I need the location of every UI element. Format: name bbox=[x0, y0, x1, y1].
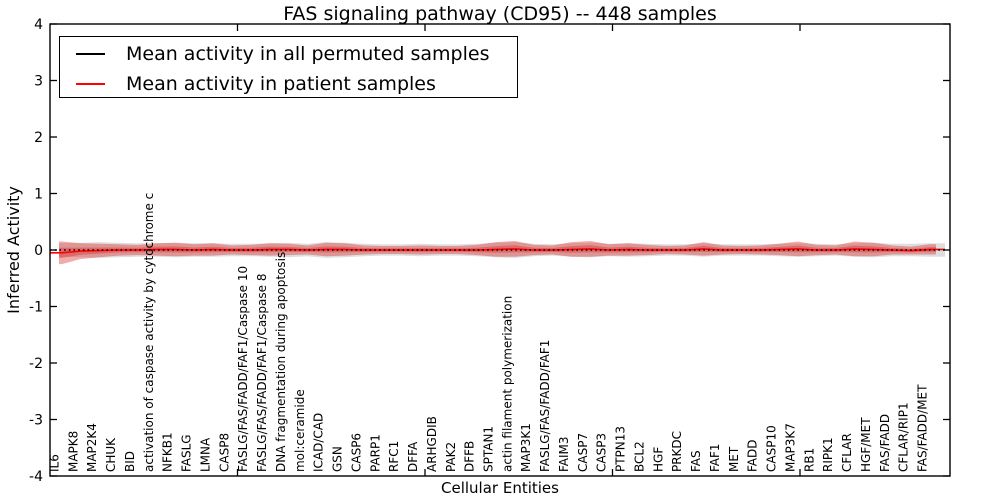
y-tick-label: -2 bbox=[29, 356, 43, 372]
x-tick-label: DNA fragmentation during apoptosis bbox=[274, 252, 288, 472]
y-tick-label: 3 bbox=[34, 74, 43, 90]
chart-title: FAS signaling pathway (CD95) -- 448 samp… bbox=[283, 3, 717, 25]
x-tick-label: CASP6 bbox=[349, 433, 363, 472]
y-tick-label: 0 bbox=[34, 243, 43, 259]
y-tick-label: 4 bbox=[34, 17, 43, 33]
x-axis-label: Cellular Entities bbox=[441, 479, 559, 497]
x-tick-label: MAPK8 bbox=[66, 431, 80, 472]
x-tick-label: mol:ceramide bbox=[293, 389, 307, 472]
x-tick-label: BID bbox=[123, 451, 137, 472]
x-tick-label: PTPN13 bbox=[614, 426, 628, 472]
x-tick-label: FADD bbox=[746, 440, 760, 473]
x-tick-label: RB1 bbox=[802, 448, 816, 472]
x-tick-label: MAP3K1 bbox=[519, 423, 533, 472]
x-tick-label: BCL2 bbox=[633, 441, 647, 472]
patient-std-inner-band bbox=[59, 245, 936, 258]
y-tick-label: -3 bbox=[29, 413, 43, 429]
patient-line-swatch bbox=[76, 82, 105, 85]
x-tick-label: FAS bbox=[689, 450, 703, 472]
x-tick-label: CASP8 bbox=[217, 433, 231, 472]
legend-item-patient: Mean activity in patient samples bbox=[60, 70, 517, 97]
x-tick-label: NFKB1 bbox=[161, 432, 175, 472]
patient-mean-line bbox=[50, 248, 945, 254]
x-tick-label: FAF1 bbox=[708, 443, 722, 472]
legend-label-patient: Mean activity in patient samples bbox=[126, 72, 436, 95]
x-tick-label: actin filament polymerization bbox=[500, 296, 514, 472]
x-tick-label: MET bbox=[727, 446, 741, 472]
legend-label-permuted: Mean activity in all permuted samples bbox=[126, 42, 490, 65]
y-tick-label: 2 bbox=[34, 130, 43, 146]
x-tick-label: FAS/FADD/MET bbox=[916, 384, 930, 472]
x-tick-label: FASLG/FAS/FADD/FAF1/Caspase 8 bbox=[255, 274, 269, 473]
x-tick-label: HGF/MET bbox=[859, 417, 873, 472]
x-tick-label: FASLG/FAS/FADD/FAF1/Caspase 10 bbox=[236, 266, 250, 472]
permuted-line-swatch bbox=[76, 52, 105, 55]
x-tick-label: DFFA bbox=[406, 441, 420, 472]
x-tick-label: PARP1 bbox=[368, 434, 382, 472]
x-tick-label: SPTAN1 bbox=[482, 426, 496, 472]
legend-item-permuted: Mean activity in all permuted samples bbox=[60, 40, 517, 67]
x-tick-label: IL6 bbox=[48, 454, 62, 472]
x-tick-label: CASP10 bbox=[765, 425, 779, 472]
y-tick-label: 1 bbox=[34, 187, 43, 203]
x-tick-label: DFFB bbox=[463, 441, 477, 472]
x-tick-label: FAS/FADD bbox=[878, 414, 892, 472]
legend: Mean activity in all permuted samples Me… bbox=[59, 36, 518, 98]
x-tick-label: FASLG bbox=[180, 434, 194, 472]
patient-std-band bbox=[59, 241, 936, 265]
x-tick-label: MAP2K4 bbox=[85, 423, 99, 472]
x-tick-label: ICAD/CAD bbox=[312, 413, 326, 472]
x-tick-label: CFLAR bbox=[840, 433, 854, 472]
x-tick-label: ARHGDIB bbox=[425, 416, 439, 472]
x-tick-label: CASP3 bbox=[595, 433, 609, 472]
x-tick-label: FAIM3 bbox=[557, 436, 571, 472]
x-tick-label: CFLAR/RIP1 bbox=[897, 402, 911, 472]
y-tick-label: -1 bbox=[29, 300, 43, 316]
x-tick-label: HGF bbox=[651, 447, 665, 472]
y-axis-label: Inferred Activity bbox=[4, 186, 23, 314]
x-tick-label: PRKDC bbox=[670, 431, 684, 472]
x-tick-label: GSN bbox=[331, 446, 345, 472]
x-tick-label: activation of caspase activity by cytoch… bbox=[142, 193, 156, 472]
x-tick-label: LMNA bbox=[199, 437, 213, 472]
x-tick-label: CHUK bbox=[104, 437, 118, 472]
x-tick-label: RIPK1 bbox=[821, 437, 835, 472]
x-tick-label: PAK2 bbox=[444, 442, 458, 472]
x-tick-label: CASP7 bbox=[576, 433, 590, 472]
x-tick-label: RFC1 bbox=[387, 441, 401, 472]
x-tick-label: MAP3K7 bbox=[783, 423, 797, 472]
y-tick-label: -4 bbox=[29, 469, 43, 485]
x-tick-label: FASLG/FAS/FADD/FAF1 bbox=[538, 340, 552, 472]
